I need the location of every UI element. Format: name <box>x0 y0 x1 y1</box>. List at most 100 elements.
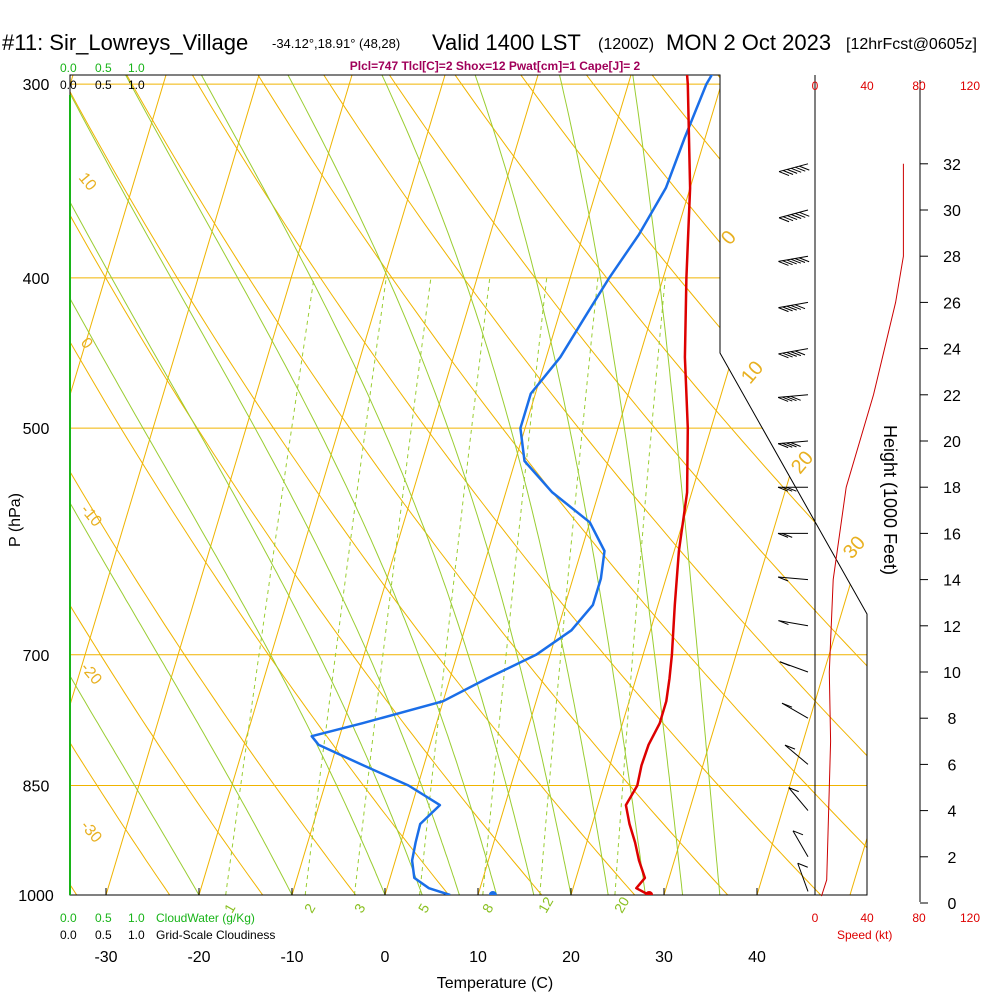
wind-barb-flag <box>782 396 793 402</box>
wind-barb <box>781 702 809 719</box>
wind-barb-flag <box>790 395 801 401</box>
wind-barb-flag <box>782 216 794 222</box>
wind-barb <box>778 209 810 223</box>
wind-barb-flag <box>777 443 789 449</box>
height-tick-label: 26 <box>943 295 961 312</box>
wind-barb-flag <box>782 306 793 312</box>
wind-barb-flag <box>799 211 810 217</box>
cloudiness-tick: 1.0 <box>128 928 145 942</box>
temperature-tick-label: 20 <box>562 949 580 966</box>
wind-barb-flag <box>782 170 794 175</box>
wind-barb-staff <box>781 702 809 719</box>
wind-barb-flag <box>778 260 789 266</box>
moist-adiabat-line <box>70 75 498 895</box>
moist-adiabat-label: 10 <box>737 357 768 388</box>
moist-adiabat-line <box>139 75 535 895</box>
dry-adiabat-line <box>0 0 4 928</box>
wind-barb-flag <box>781 702 793 708</box>
wind-barb <box>788 787 809 811</box>
temperature-tick-label: -30 <box>94 949 117 966</box>
wind-barb-flag <box>784 744 796 750</box>
wind-barb-flag <box>790 304 802 310</box>
forecast-run: [12hrFcst@0605z] <box>846 36 977 53</box>
wind-barb <box>778 255 810 266</box>
valid-time: Valid 1400 LST <box>432 30 581 55</box>
dry-adiabat-line <box>421 75 867 895</box>
isotherm-line <box>477 75 759 895</box>
wind-barb-flag <box>786 351 797 357</box>
mixing-ratio-line <box>614 277 666 895</box>
moist-adiabat-line <box>70 75 293 895</box>
mixing-ratio-line <box>419 277 491 895</box>
wind-barb-flag <box>794 350 806 356</box>
wind-barb-flag <box>778 171 790 177</box>
cloudwater-tick: 1.0 <box>128 61 145 75</box>
height-tick-label: 18 <box>943 480 961 497</box>
dry-adiabat-label: -10 <box>77 502 105 531</box>
mixing-ratio-label: 8 <box>479 901 497 916</box>
cloudiness-tick: 0.0 <box>60 78 77 92</box>
height-tick-label: 0 <box>948 896 957 913</box>
pressure-tick-label: 400 <box>23 271 50 288</box>
wind-barb-staff <box>797 863 809 892</box>
wind-barb-flag <box>790 258 802 264</box>
wind-barb-flag <box>777 576 789 582</box>
moist-adiabat-line <box>614 75 721 895</box>
wind-barb-flag <box>791 214 802 219</box>
thermo-grid <box>0 0 867 928</box>
wind-barb-flag <box>795 212 806 218</box>
wind-barb <box>784 744 809 765</box>
dry-adiabat-line <box>235 75 867 895</box>
wind-barb-flag <box>782 352 793 358</box>
temperature-axis: -30 -20 -10 0 10 20 30 40 <box>94 888 766 966</box>
dry-adiabat-label: 10 <box>75 170 100 195</box>
wind-barb <box>778 163 810 177</box>
wind-barb-flag <box>788 787 799 793</box>
wind-barb <box>777 576 809 582</box>
mixing-ratio-line <box>353 277 432 895</box>
moist-adiabat-label: 20 <box>787 447 818 478</box>
temperature-tick-label: 40 <box>748 949 766 966</box>
isotherm-line <box>70 75 108 895</box>
moist-adiabat-line <box>325 75 609 895</box>
profiles <box>310 75 760 895</box>
temperature-tick-label: 30 <box>655 949 673 966</box>
dry-adiabat-label: -30 <box>77 818 105 847</box>
mixing-ratio-line <box>304 277 387 895</box>
dewpoint-surface-marker <box>488 891 497 895</box>
mixing-ratio-line <box>482 277 548 895</box>
isotherm-line <box>70 75 201 895</box>
pressure-tick-label: 300 <box>23 77 50 94</box>
isotherm-line <box>0 0 14 895</box>
cloudwater-tick: 0.0 <box>60 61 77 75</box>
wind-barb-flag <box>790 442 801 447</box>
cloudiness-tick: 0.5 <box>95 928 112 942</box>
cloudiness-tick: 1.0 <box>128 78 145 92</box>
wind-barb-staff <box>778 576 809 581</box>
wind-barb-flag <box>797 862 808 868</box>
wind-barb <box>777 440 809 449</box>
wind-barb-staff <box>788 787 809 811</box>
temperature-profile <box>624 75 692 895</box>
moist-adiabat-line <box>70 75 386 895</box>
mixing-ratio-label: 2 <box>301 901 319 916</box>
wind-barb-flag <box>791 167 802 173</box>
isotherm-line <box>291 75 573 895</box>
dry-adiabat-line <box>359 75 867 895</box>
pressure-tick-label: 500 <box>23 421 50 438</box>
cloudiness-tick: 0.5 <box>95 78 112 92</box>
cloudiness-tick: 0.0 <box>60 928 77 942</box>
wind-speed-profile <box>821 163 904 897</box>
speed-tick: 80 <box>912 911 926 925</box>
wind-barb-flag <box>777 486 789 492</box>
isotherm-line <box>849 75 867 895</box>
utc-time: (1200Z) <box>598 36 654 53</box>
dry-adiabat-label: 0 <box>77 335 96 353</box>
speed-label: Speed (kt) <box>837 928 892 942</box>
wind-barb-flag <box>778 307 789 313</box>
cloudwater-tick: 1.0 <box>128 911 145 925</box>
dry-adiabat-line <box>668 75 867 895</box>
isotherm-line <box>105 75 387 895</box>
wind-barb-flag <box>782 442 793 448</box>
